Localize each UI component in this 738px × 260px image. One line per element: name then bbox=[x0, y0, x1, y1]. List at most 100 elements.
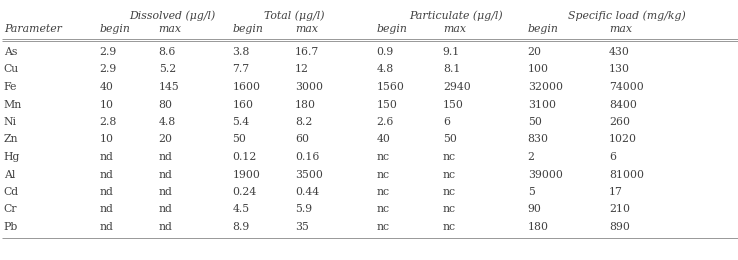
Text: 6: 6 bbox=[609, 152, 615, 162]
Text: 50: 50 bbox=[528, 117, 542, 127]
Text: nc: nc bbox=[376, 205, 390, 214]
Text: 50: 50 bbox=[232, 134, 246, 145]
Text: 5.4: 5.4 bbox=[232, 117, 249, 127]
Text: Particulate (μg/l): Particulate (μg/l) bbox=[410, 10, 503, 21]
Text: max: max bbox=[443, 24, 466, 34]
Text: 1560: 1560 bbox=[376, 82, 404, 92]
Text: 1600: 1600 bbox=[232, 82, 261, 92]
Text: nc: nc bbox=[443, 222, 456, 232]
Text: 0.24: 0.24 bbox=[232, 187, 257, 197]
Text: 4.8: 4.8 bbox=[376, 64, 393, 75]
Text: 80: 80 bbox=[159, 100, 173, 109]
Text: 0.9: 0.9 bbox=[376, 47, 393, 57]
Text: 74000: 74000 bbox=[609, 82, 644, 92]
Text: Mn: Mn bbox=[4, 100, 22, 109]
Text: nd: nd bbox=[159, 222, 173, 232]
Text: 130: 130 bbox=[609, 64, 630, 75]
Text: 12: 12 bbox=[295, 64, 309, 75]
Text: 0.16: 0.16 bbox=[295, 152, 320, 162]
Text: 9.1: 9.1 bbox=[443, 47, 460, 57]
Text: 3500: 3500 bbox=[295, 170, 323, 179]
Text: 5.9: 5.9 bbox=[295, 205, 312, 214]
Text: 20: 20 bbox=[159, 134, 173, 145]
Text: nc: nc bbox=[376, 222, 390, 232]
Text: 430: 430 bbox=[609, 47, 630, 57]
Text: 10: 10 bbox=[100, 100, 114, 109]
Text: Dissolved (μg/l): Dissolved (μg/l) bbox=[129, 10, 215, 21]
Text: 1020: 1020 bbox=[609, 134, 637, 145]
Text: begin: begin bbox=[376, 24, 407, 34]
Text: 260: 260 bbox=[609, 117, 630, 127]
Text: Cd: Cd bbox=[4, 187, 18, 197]
Text: max: max bbox=[159, 24, 182, 34]
Text: begin: begin bbox=[100, 24, 131, 34]
Text: 100: 100 bbox=[528, 64, 548, 75]
Text: 4.8: 4.8 bbox=[159, 117, 176, 127]
Text: 2.8: 2.8 bbox=[100, 117, 117, 127]
Text: nd: nd bbox=[100, 222, 114, 232]
Text: 3000: 3000 bbox=[295, 82, 323, 92]
Text: nd: nd bbox=[159, 152, 173, 162]
Text: 6: 6 bbox=[443, 117, 449, 127]
Text: nc: nc bbox=[376, 170, 390, 179]
Text: 40: 40 bbox=[100, 82, 114, 92]
Text: 20: 20 bbox=[528, 47, 542, 57]
Text: 81000: 81000 bbox=[609, 170, 644, 179]
Text: nd: nd bbox=[100, 170, 114, 179]
Text: nc: nc bbox=[376, 187, 390, 197]
Text: Specific load (mg/kg): Specific load (mg/kg) bbox=[568, 10, 686, 21]
Text: nd: nd bbox=[100, 152, 114, 162]
Text: 16.7: 16.7 bbox=[295, 47, 320, 57]
Text: 2.6: 2.6 bbox=[376, 117, 394, 127]
Text: 50: 50 bbox=[443, 134, 457, 145]
Text: nc: nc bbox=[443, 170, 456, 179]
Text: Hg: Hg bbox=[4, 152, 20, 162]
Text: 2: 2 bbox=[528, 152, 534, 162]
Text: 160: 160 bbox=[232, 100, 253, 109]
Text: 32000: 32000 bbox=[528, 82, 562, 92]
Text: 5: 5 bbox=[528, 187, 534, 197]
Text: 4.5: 4.5 bbox=[232, 205, 249, 214]
Text: nc: nc bbox=[443, 152, 456, 162]
Text: Ni: Ni bbox=[4, 117, 17, 127]
Text: nc: nc bbox=[376, 152, 390, 162]
Text: 3.8: 3.8 bbox=[232, 47, 250, 57]
Text: 150: 150 bbox=[443, 100, 463, 109]
Text: Total (μg/l): Total (μg/l) bbox=[264, 10, 325, 21]
Text: 210: 210 bbox=[609, 205, 630, 214]
Text: 2.9: 2.9 bbox=[100, 47, 117, 57]
Text: 90: 90 bbox=[528, 205, 542, 214]
Text: As: As bbox=[4, 47, 17, 57]
Text: nd: nd bbox=[159, 205, 173, 214]
Text: Cu: Cu bbox=[4, 64, 19, 75]
Text: nc: nc bbox=[443, 187, 456, 197]
Text: Pb: Pb bbox=[4, 222, 18, 232]
Text: 180: 180 bbox=[528, 222, 548, 232]
Text: 7.7: 7.7 bbox=[232, 64, 249, 75]
Text: 8.9: 8.9 bbox=[232, 222, 249, 232]
Text: nd: nd bbox=[159, 187, 173, 197]
Text: 35: 35 bbox=[295, 222, 309, 232]
Text: 150: 150 bbox=[376, 100, 397, 109]
Text: 2.9: 2.9 bbox=[100, 64, 117, 75]
Text: 17: 17 bbox=[609, 187, 623, 197]
Text: 890: 890 bbox=[609, 222, 630, 232]
Text: 180: 180 bbox=[295, 100, 316, 109]
Text: 830: 830 bbox=[528, 134, 548, 145]
Text: nd: nd bbox=[100, 205, 114, 214]
Text: 39000: 39000 bbox=[528, 170, 562, 179]
Text: 8400: 8400 bbox=[609, 100, 637, 109]
Text: 8.6: 8.6 bbox=[159, 47, 176, 57]
Text: nc: nc bbox=[443, 205, 456, 214]
Text: Zn: Zn bbox=[4, 134, 18, 145]
Text: 8.1: 8.1 bbox=[443, 64, 461, 75]
Text: 60: 60 bbox=[295, 134, 309, 145]
Text: 40: 40 bbox=[376, 134, 390, 145]
Text: Parameter: Parameter bbox=[4, 24, 61, 34]
Text: Fe: Fe bbox=[4, 82, 17, 92]
Text: Al: Al bbox=[4, 170, 15, 179]
Text: 0.44: 0.44 bbox=[295, 187, 320, 197]
Text: max: max bbox=[295, 24, 318, 34]
Text: 3100: 3100 bbox=[528, 100, 556, 109]
Text: max: max bbox=[609, 24, 632, 34]
